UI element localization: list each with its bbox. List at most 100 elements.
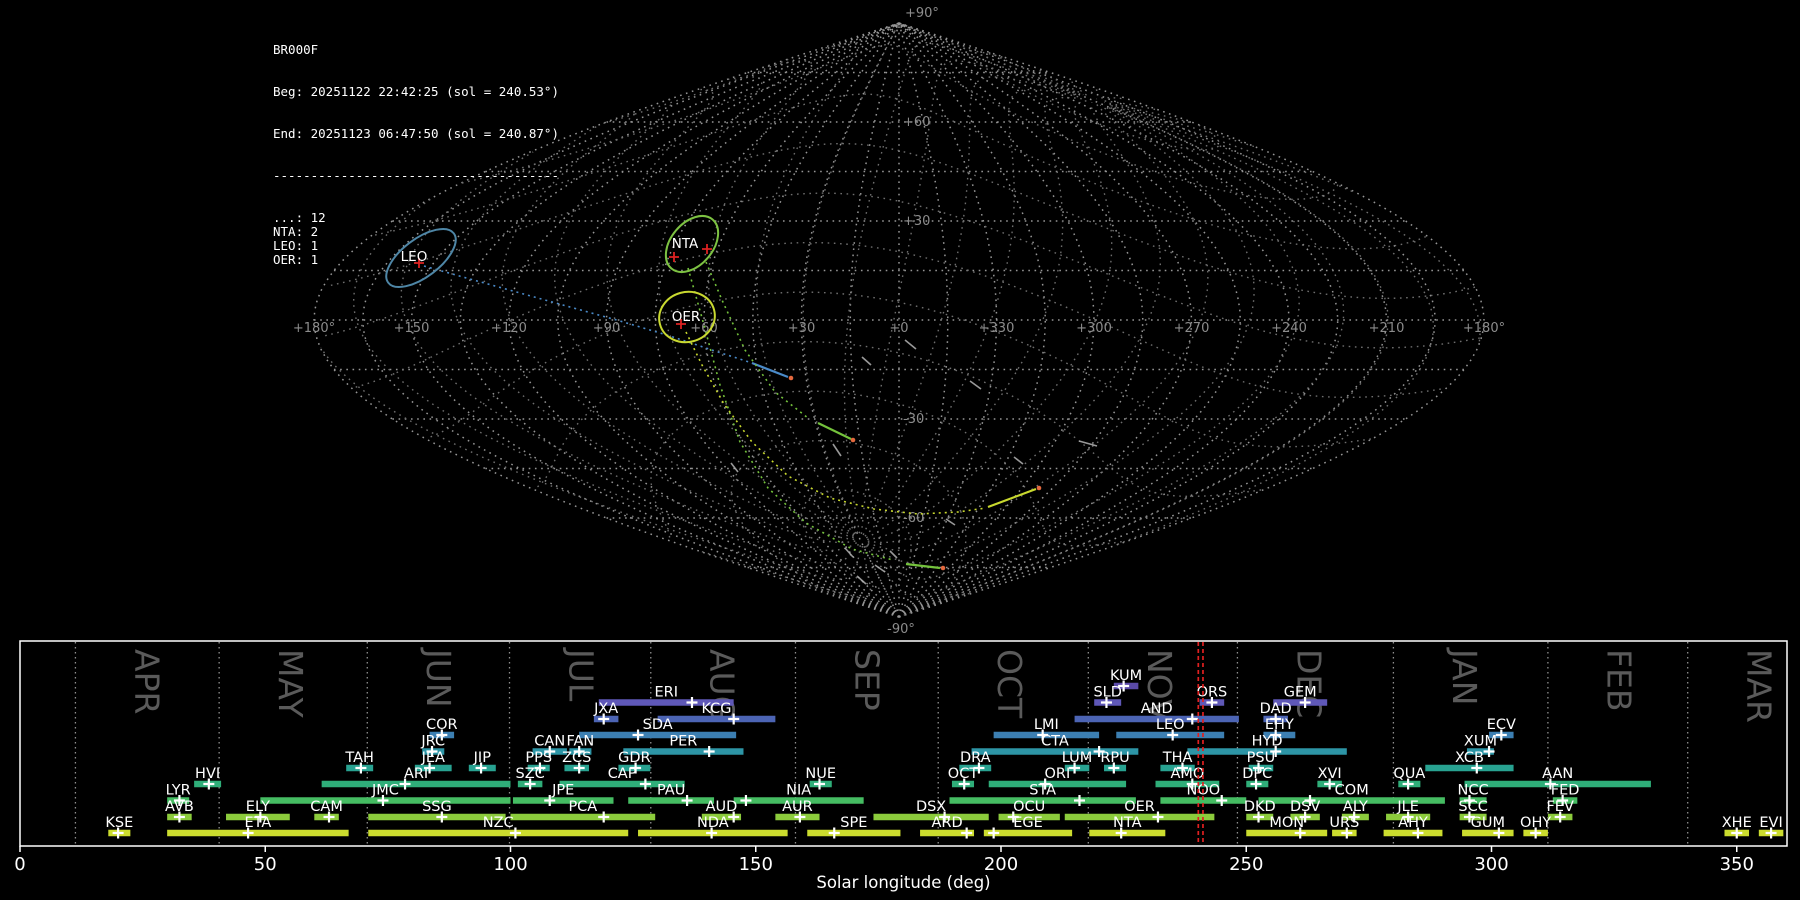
month-label-JUL: JUL: [561, 647, 600, 702]
shower-bar-AAN: [1464, 780, 1651, 788]
shower-label-COM: COM: [1335, 783, 1369, 799]
shower-label-QUA: QUA: [1393, 766, 1425, 782]
shower-label-RPU: RPU: [1100, 750, 1129, 766]
shower-label-NTA: NTA: [1113, 815, 1142, 831]
shower-label-KUM: KUM: [1110, 668, 1142, 684]
shower-label-JEA: JEA: [421, 750, 445, 766]
shower-label-PAU: PAU: [657, 783, 685, 799]
shower-label-GUM: GUM: [1471, 815, 1505, 831]
shower-bar-AUD: [701, 813, 742, 821]
shower-label-SLD: SLD: [1093, 685, 1121, 701]
shower-bar-OCU: [998, 813, 1060, 821]
shower-label-ZCS: ZCS: [562, 750, 591, 766]
radiant-label-NTA: NTA: [672, 236, 699, 252]
x-tick-200: 200: [984, 854, 1018, 875]
shower-label-CAM: CAM: [310, 799, 343, 815]
shower-label-AAN: AAN: [1542, 766, 1573, 782]
shower-bar-AND: [1074, 715, 1239, 723]
shower-bar-EGE: [983, 829, 1073, 837]
x-tick-250: 250: [1229, 854, 1263, 875]
meteor-tracks: [423, 261, 1098, 585]
month-label-MAY: MAY: [271, 649, 310, 718]
shower-bar-GUM: [1462, 829, 1514, 837]
sky-coordinate-labels: +90° +60 +30 -30 -60 -90° +180° +150 +120 +90 +60 +…: [293, 6, 1505, 637]
month-label-APR: APR: [127, 649, 166, 714]
shower-label-JRC: JRC: [420, 734, 445, 750]
station-id: BR000F: [273, 42, 319, 57]
shower-label-AUD: AUD: [706, 799, 738, 815]
shower-bar-KCG: [657, 715, 776, 723]
shower-bar-CTA: [971, 748, 1139, 755]
svg-text:+90°: +90°: [905, 6, 939, 21]
shower-bar-ERI: [598, 699, 734, 706]
shower-radiants: LEO NTA OER: [385, 215, 720, 344]
shower-label-OHY: OHY: [1520, 815, 1551, 831]
svg-text:-90°: -90°: [887, 622, 915, 637]
shower-bar-HYD: [1187, 748, 1347, 755]
x-tick-50: 50: [254, 854, 277, 875]
shower-label-OER: OER: [1124, 799, 1155, 815]
x-tick-350: 350: [1720, 854, 1754, 875]
shower-bar-ETA: [167, 829, 349, 837]
shower-label-PCA: PCA: [568, 799, 597, 815]
month-label-FEB: FEB: [1600, 649, 1639, 711]
shower-label-URS: URS: [1329, 815, 1359, 831]
shower-bar-NIA: [733, 797, 864, 804]
count-line: ...: 12: [273, 210, 326, 225]
svg-text:-30: -30: [903, 412, 924, 427]
x-tick-100: 100: [493, 854, 527, 875]
shower-bar-NOO: [1160, 797, 1247, 804]
x-tick-300: 300: [1474, 854, 1508, 875]
shower-label-AHY: AHY: [1398, 815, 1428, 831]
shower-label-PSU: PSU: [1247, 750, 1276, 766]
shower-label-ETA: ETA: [244, 815, 271, 831]
svg-text:+300: +300: [1076, 321, 1112, 336]
shower-bar-ORI: [988, 780, 1127, 788]
sky-grid: [313, 22, 1485, 618]
shower-label-STA: STA: [1029, 783, 1056, 799]
radiant-ellipse-OER: [658, 290, 716, 344]
shower-bar-MON: [1246, 829, 1328, 837]
svg-text:+60: +60: [903, 115, 930, 130]
timeline-current-sol-marker: [1197, 642, 1204, 845]
shower-count-list: ...: 12 NTA: 2 LEO: 1 OER: 1: [273, 211, 559, 267]
shower-bar-XUM: [1466, 748, 1494, 755]
month-label-MAR: MAR: [1740, 649, 1779, 723]
svg-text:+30: +30: [903, 214, 930, 229]
shower-label-AUR: AUR: [782, 799, 813, 815]
shower-label-JPE: JPE: [551, 783, 574, 799]
month-label-AUG: AUG: [703, 649, 742, 721]
x-tick-150: 150: [739, 854, 773, 875]
shower-label-GDR: GDR: [618, 750, 650, 766]
month-label-NOV: NOV: [1140, 649, 1179, 722]
shower-label-KCG: KCG: [701, 701, 731, 717]
shower-label-ORS: ORS: [1197, 685, 1228, 701]
shower-bar-ARI: [321, 780, 511, 788]
radiant-label-OER: OER: [672, 309, 701, 325]
shower-label-EVI: EVI: [1759, 815, 1782, 831]
shower-label-DSX: DSX: [916, 799, 946, 815]
radiant-label-LEO: LEO: [401, 249, 428, 265]
shower-label-NDA: NDA: [697, 815, 729, 831]
count-line: LEO: 1: [273, 238, 319, 253]
shower-bar-NTA: [1089, 829, 1166, 837]
shower-label-EGE: EGE: [1013, 815, 1043, 831]
count-line: NTA: 2: [273, 224, 319, 239]
svg-text:+180°: +180°: [293, 321, 335, 336]
shower-label-SSG: SSG: [422, 799, 452, 815]
shower-label-ORI: ORI: [1045, 766, 1071, 782]
svg-text:+240: +240: [1271, 321, 1307, 336]
shower-bar-PAU: [628, 797, 715, 804]
shower-label-AMO: AMO: [1170, 766, 1204, 782]
svg-text:+30: +30: [788, 321, 815, 336]
shower-label-PPS: PPS: [525, 750, 552, 766]
shower-label-SPE: SPE: [840, 815, 867, 831]
shower-label-NUE: NUE: [805, 766, 836, 782]
shower-label-DRA: DRA: [960, 750, 991, 766]
timeline-months: APR MAY JUN JUL AUG SEP OCT NOV DEC JAN FEB MAR: [74, 642, 1779, 845]
month-label-SEP: SEP: [847, 649, 886, 711]
shower-label-COR: COR: [426, 717, 458, 733]
shower-label-FEV: FEV: [1546, 799, 1574, 815]
